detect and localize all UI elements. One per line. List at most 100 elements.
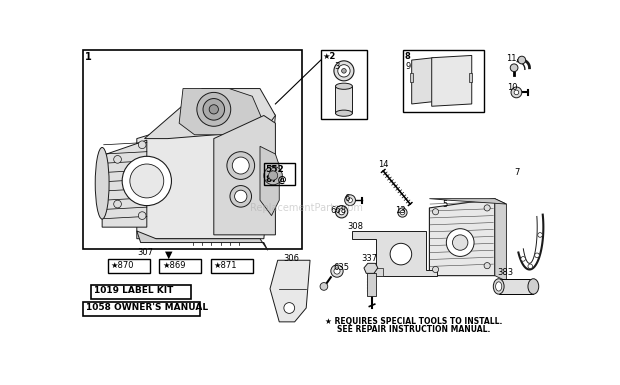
Circle shape: [232, 157, 249, 174]
Text: 668: 668: [330, 206, 346, 214]
Polygon shape: [260, 146, 279, 216]
Circle shape: [446, 229, 474, 256]
Circle shape: [345, 195, 355, 206]
Circle shape: [534, 253, 539, 258]
Circle shape: [339, 209, 345, 215]
Polygon shape: [179, 89, 264, 135]
Text: 383: 383: [497, 268, 513, 277]
Ellipse shape: [528, 279, 539, 294]
Polygon shape: [495, 199, 507, 281]
Circle shape: [320, 283, 328, 290]
Ellipse shape: [335, 83, 352, 89]
Ellipse shape: [335, 110, 352, 116]
Text: ★871: ★871: [214, 261, 237, 270]
Circle shape: [234, 190, 247, 203]
Circle shape: [284, 303, 294, 313]
Bar: [469, 73, 472, 82]
Polygon shape: [432, 55, 472, 106]
Circle shape: [334, 268, 340, 274]
Text: ReplacementParts.com: ReplacementParts.com: [250, 203, 363, 213]
Bar: [91, 285, 191, 299]
Text: 7: 7: [514, 168, 520, 177]
Ellipse shape: [495, 282, 502, 291]
Bar: [321, 50, 367, 119]
Circle shape: [138, 212, 146, 219]
Bar: [83, 302, 200, 316]
Text: 1019 LABEL KIT: 1019 LABEL KIT: [94, 286, 174, 295]
Circle shape: [197, 92, 231, 126]
Polygon shape: [364, 263, 378, 273]
Polygon shape: [352, 231, 437, 276]
Text: 10: 10: [507, 83, 518, 92]
Text: 13: 13: [395, 206, 405, 214]
Text: 306: 306: [283, 254, 299, 263]
Ellipse shape: [494, 279, 504, 294]
Text: 8: 8: [405, 52, 410, 60]
Polygon shape: [137, 231, 268, 250]
Polygon shape: [214, 116, 275, 235]
Circle shape: [335, 206, 348, 218]
Text: 635: 635: [333, 263, 349, 272]
Circle shape: [227, 152, 255, 179]
Text: 5: 5: [443, 200, 448, 209]
Circle shape: [338, 65, 350, 77]
Bar: [159, 259, 202, 273]
Bar: [83, 50, 303, 249]
Text: 552: 552: [265, 165, 284, 174]
Circle shape: [398, 208, 407, 217]
Bar: [403, 50, 484, 112]
Circle shape: [130, 164, 164, 198]
Circle shape: [484, 263, 490, 269]
Circle shape: [113, 200, 122, 208]
Text: 87@: 87@: [265, 175, 287, 184]
Polygon shape: [137, 100, 275, 239]
Text: 337: 337: [361, 254, 377, 263]
Circle shape: [334, 61, 354, 81]
Polygon shape: [144, 89, 275, 139]
Text: 307: 307: [137, 248, 153, 257]
Bar: [107, 259, 150, 273]
Text: ▼: ▼: [166, 249, 173, 259]
Polygon shape: [412, 58, 433, 104]
Text: 3: 3: [335, 62, 340, 70]
Text: ★ REQUIRES SPECIAL TOOLS TO INSTALL.: ★ REQUIRES SPECIAL TOOLS TO INSTALL.: [326, 317, 503, 326]
Circle shape: [348, 198, 352, 203]
Circle shape: [230, 186, 252, 207]
Circle shape: [433, 266, 438, 273]
Circle shape: [433, 209, 438, 215]
Circle shape: [510, 64, 518, 72]
Circle shape: [511, 87, 522, 98]
Text: 14: 14: [378, 160, 388, 169]
Circle shape: [122, 156, 172, 206]
Circle shape: [342, 69, 346, 73]
Bar: [374, 268, 383, 276]
Circle shape: [113, 156, 122, 163]
Polygon shape: [102, 140, 147, 227]
Circle shape: [400, 210, 405, 215]
Text: 11: 11: [506, 54, 516, 63]
Bar: [335, 86, 352, 113]
Bar: [498, 279, 533, 294]
Polygon shape: [270, 260, 310, 322]
Polygon shape: [430, 199, 507, 204]
Ellipse shape: [95, 147, 109, 219]
Text: ★869: ★869: [162, 261, 186, 270]
Text: 6: 6: [344, 194, 349, 203]
Text: 9: 9: [405, 62, 411, 70]
Text: ★2: ★2: [322, 52, 336, 60]
Bar: [410, 73, 413, 82]
Circle shape: [390, 243, 412, 265]
Circle shape: [514, 90, 519, 95]
Circle shape: [521, 256, 526, 261]
Polygon shape: [430, 199, 495, 276]
Circle shape: [538, 233, 542, 237]
Bar: [211, 259, 253, 273]
Circle shape: [203, 99, 224, 120]
Circle shape: [331, 265, 343, 277]
Bar: [264, 163, 294, 185]
Bar: [367, 273, 376, 296]
Text: ★870: ★870: [110, 261, 134, 270]
Text: 1058 OWNER'S MANUAL: 1058 OWNER'S MANUAL: [86, 303, 208, 312]
Circle shape: [484, 205, 490, 211]
Circle shape: [209, 105, 218, 114]
